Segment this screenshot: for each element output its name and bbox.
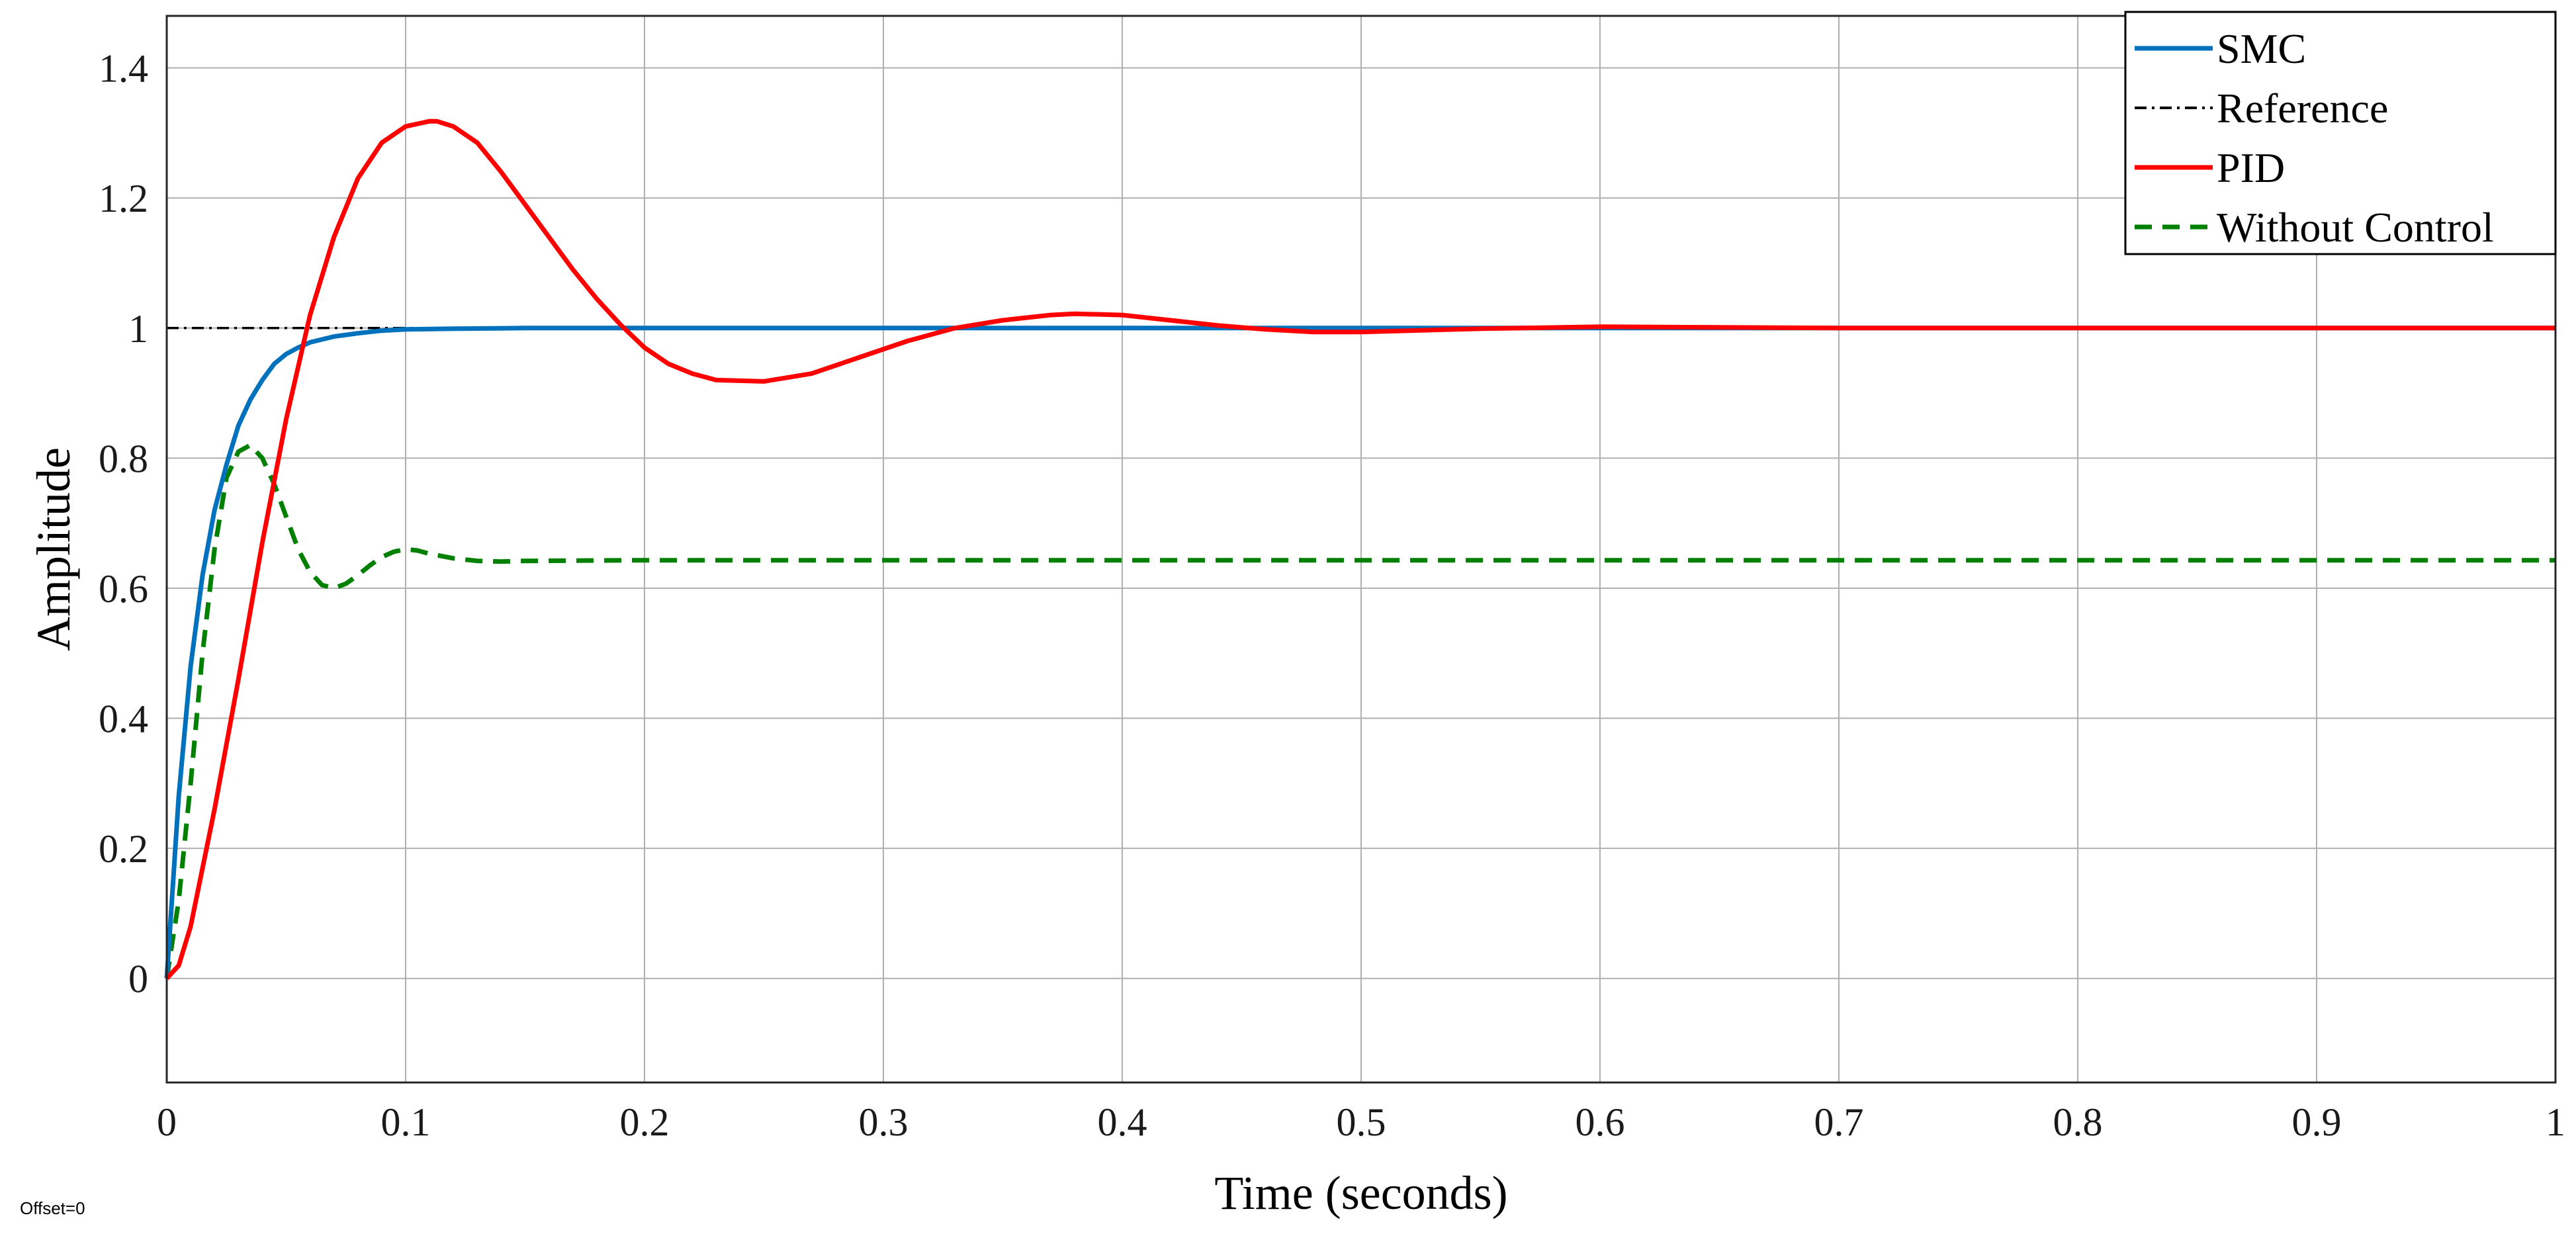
y-tick-label: 1.2 bbox=[99, 177, 148, 220]
series-line-pid bbox=[165, 118, 2555, 981]
y-tick-label: 0.6 bbox=[99, 567, 148, 611]
x-tick-label: 0.7 bbox=[1814, 1100, 1864, 1144]
legend: SMC Reference PID Without Control bbox=[2124, 11, 2557, 255]
y-tick-label: 1 bbox=[128, 307, 148, 351]
legend-box bbox=[2124, 11, 2557, 255]
y-axis-label: Amplitude bbox=[27, 447, 80, 651]
x-tick-label: 0 bbox=[157, 1100, 177, 1144]
y-tick-label: 0 bbox=[128, 957, 148, 1001]
y-tick-label: 0.4 bbox=[99, 697, 148, 741]
plot-frame bbox=[165, 15, 2557, 1084]
x-tick-label: 0.6 bbox=[1576, 1100, 1625, 1144]
legend-label: Without Control bbox=[2217, 204, 2494, 251]
x-tick-label: 0.5 bbox=[1337, 1100, 1386, 1144]
x-tick-label: 0.4 bbox=[1098, 1100, 1147, 1144]
y-tick-label: 1.4 bbox=[99, 47, 148, 91]
y-tick-label: 0.8 bbox=[99, 437, 148, 480]
legend-label: Reference bbox=[2217, 85, 2388, 132]
legend-label: PID bbox=[2217, 144, 2285, 191]
legend-label: SMC bbox=[2217, 25, 2306, 72]
x-tick-label: 0.3 bbox=[859, 1100, 909, 1144]
x-tick-label: 0.8 bbox=[2053, 1100, 2103, 1144]
plot-series bbox=[164, 118, 2555, 981]
series-line-without-control bbox=[164, 443, 2555, 979]
y-tick-label: 0.2 bbox=[99, 827, 148, 871]
x-tick-label: 0.2 bbox=[620, 1100, 670, 1144]
x-axis-label: Time (seconds) bbox=[1214, 1167, 1507, 1219]
offset-label: Offset=0 bbox=[20, 1198, 85, 1218]
x-tick-label: 0.9 bbox=[2292, 1100, 2342, 1144]
y-tick-labels: 0 0.2 0.4 0.6 0.8 1 1.2 1.4 bbox=[99, 47, 148, 1001]
x-tick-label: 1 bbox=[2546, 1100, 2565, 1144]
x-tick-label: 0.1 bbox=[381, 1100, 431, 1144]
x-tick-labels: 0 0.1 0.2 0.3 0.4 0.5 0.6 0.7 0.8 0.9 1 bbox=[157, 1100, 2565, 1144]
